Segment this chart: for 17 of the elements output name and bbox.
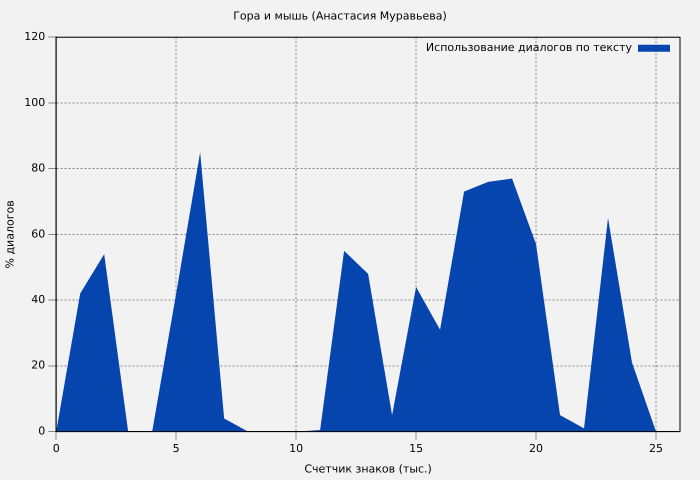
y-tick-label: 0 (38, 424, 46, 438)
x-tick-label: 10 (289, 442, 304, 456)
y-tick-label: 40 (31, 292, 46, 306)
chart-title: Гора и мышь (Анастасия Муравьева) (233, 9, 447, 22)
x-tick-label: 15 (409, 442, 424, 456)
y-axis-title: % диалогов (3, 200, 16, 268)
y-tick-label: 100 (24, 96, 46, 109)
legend-label: Использование диалогов по тексту (426, 41, 632, 54)
y-tick-label: 60 (31, 227, 46, 240)
x-tick-label: 25 (649, 442, 664, 456)
y-tick-label: 120 (24, 30, 46, 44)
x-tick-label: 0 (52, 442, 60, 456)
x-axis-title: Счетчик знаков (тыс.) (304, 462, 432, 476)
x-tick-label: 5 (172, 442, 180, 456)
y-tick-label: 20 (31, 358, 46, 372)
y-tick-label: 80 (31, 162, 46, 175)
x-tick-label: 20 (529, 442, 544, 456)
